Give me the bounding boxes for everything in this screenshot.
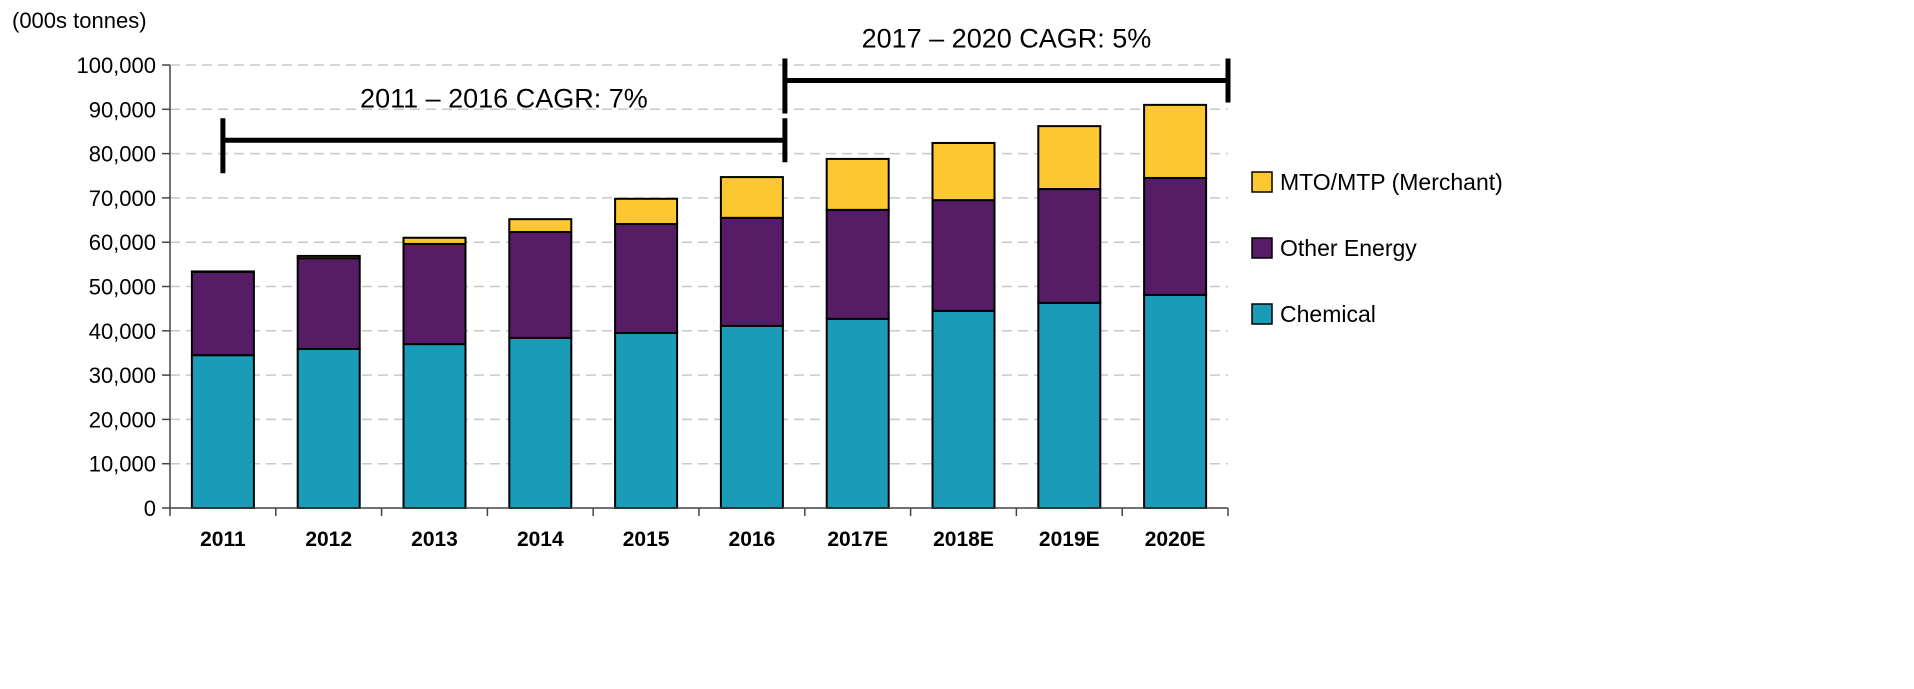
bar-chemical-2011 [190,354,255,510]
x-tick-label: 2013 [411,528,458,551]
bar-mto-mtp-merchant--2012 [296,254,361,260]
bar-mto-mtp-merchant--2017E [825,157,890,211]
y-axis-unit-label: (000s tonnes) [12,8,147,33]
bar-mto-mtp-merchant--2014 [508,218,573,234]
bar-chemical-2015 [614,332,679,510]
x-tick-label: 2011 [200,528,246,551]
cagr-bracket: 2011 – 2016 CAGR: 7% [220,83,788,174]
legend-swatch [1251,171,1273,193]
x-tick-label: 2020E [1145,528,1206,551]
cagr-annotation: 2011 – 2016 CAGR: 7% [360,83,648,113]
bar-mto-mtp-merchant--2018E [931,141,996,202]
x-tick-label: 2019E [1039,528,1100,551]
bar-other-energy-2015 [614,223,679,335]
y-tick-label: 70,000 [89,186,156,211]
bar-chemical-2013 [402,343,467,509]
y-tick-label: 80,000 [89,142,156,167]
bar-other-energy-2018E [931,199,996,312]
bar-other-energy-2014 [508,231,573,339]
x-tick-label: 2015 [623,528,670,551]
y-tick-label: 90,000 [89,97,156,122]
bar-other-energy-2019E [1037,188,1102,304]
y-tick-label: 40,000 [89,319,156,344]
y-tick-label: 60,000 [89,230,156,255]
cagr-bracket: 2017 – 2020 CAGR: 5% [782,24,1231,114]
legend-item: MTO/MTP (Merchant) [1251,169,1503,195]
bar-chemical-2020E [1143,293,1208,509]
y-tick-label: 10,000 [89,452,156,477]
y-tick-label: 20,000 [89,407,156,432]
x-tick-label: 2018E [933,528,994,551]
bar-mto-mtp-merchant--2015 [614,197,679,226]
y-tick-label: 100,000 [76,53,156,78]
bar-chemical-2018E [931,309,996,509]
bar-chemical-2016 [719,324,784,509]
y-tick-label: 0 [144,496,156,521]
legend-label: Chemical [1280,301,1376,327]
bar-mto-mtp-merchant--2011 [190,270,255,273]
cagr-annotation: 2017 – 2020 CAGR: 5% [862,24,1152,54]
bar-other-energy-2011 [190,270,255,357]
x-tick-label: 2012 [305,528,352,551]
bar-mto-mtp-merchant--2020E [1143,103,1208,179]
bar-chemical-2014 [508,336,573,509]
legend-label: MTO/MTP (Merchant) [1280,169,1503,195]
y-tick-label: 30,000 [89,363,156,388]
bar-mto-mtp-merchant--2019E [1037,125,1102,191]
bar-chemical-2017E [825,317,890,509]
x-tick-label: 2014 [517,528,564,551]
legend-label: Other Energy [1280,235,1417,261]
bar-other-energy-2013 [402,242,467,346]
x-tick-label: 2016 [729,528,776,551]
bar-mto-mtp-merchant--2016 [719,176,784,219]
legend-swatch [1251,237,1273,259]
bar-chemical-2012 [296,347,361,510]
legend-item: Other Energy [1251,235,1417,261]
legend-item: Chemical [1251,301,1376,327]
bar-mto-mtp-merchant--2013 [402,236,467,245]
bar-other-energy-2017E [825,208,890,320]
y-tick-label: 50,000 [89,275,156,300]
legend-swatch [1251,303,1273,325]
bar-chemical-2019E [1037,301,1102,509]
x-tick-label: 2017E [827,528,888,551]
bar-other-energy-2012 [296,257,361,350]
bar-other-energy-2020E [1143,176,1208,296]
bar-other-energy-2016 [719,216,784,327]
